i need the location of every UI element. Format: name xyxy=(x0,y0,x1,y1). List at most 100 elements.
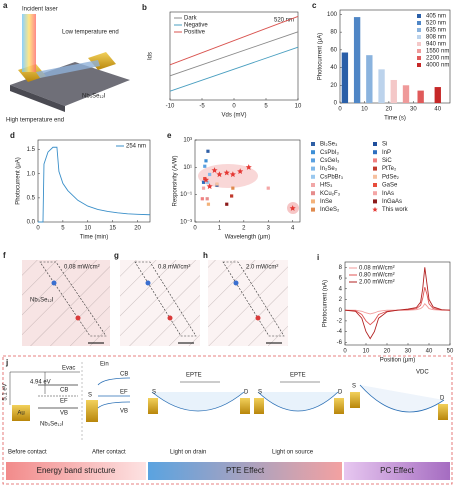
metal xyxy=(148,398,158,414)
legend-label: Positive xyxy=(184,30,206,36)
legend-swatch xyxy=(417,49,421,53)
point xyxy=(237,168,244,175)
legend-swatch xyxy=(417,63,421,67)
channel xyxy=(134,261,197,337)
panel-label: b xyxy=(142,3,147,12)
line xyxy=(169,31,299,77)
legend-label: In₂Se₃ xyxy=(320,166,338,172)
legend-swatch xyxy=(311,191,315,196)
x-tick-label: 10 xyxy=(84,226,91,232)
y-tick-label: 6 xyxy=(339,276,343,282)
x-tick-label: 40 xyxy=(426,349,433,355)
y-tick-label: 4 xyxy=(339,286,343,292)
legend-swatch xyxy=(311,183,315,187)
point xyxy=(201,186,206,190)
point xyxy=(230,194,234,198)
legend-swatch xyxy=(311,158,315,163)
map-stripes xyxy=(120,260,200,346)
line xyxy=(169,15,299,66)
level: VB xyxy=(120,409,128,415)
point xyxy=(215,182,219,186)
point xyxy=(223,169,230,176)
label: Nb₃Se₁₂I xyxy=(30,298,54,304)
level: 5.1 eV xyxy=(3,383,9,400)
x-tick-label: 40 xyxy=(434,107,441,113)
y-tick-label: 10¹ xyxy=(183,165,192,171)
legend-swatch xyxy=(417,56,421,60)
y-axis-label: Photocurrent (μA) xyxy=(318,33,324,80)
line xyxy=(344,267,451,340)
legend-swatch xyxy=(373,191,377,196)
legend-swatch xyxy=(373,183,377,187)
bar xyxy=(390,79,397,103)
level: 4.94 eV xyxy=(30,380,51,386)
bar xyxy=(417,90,424,103)
legend-label: InSe xyxy=(320,199,333,205)
y-tick-label: 0 xyxy=(339,308,343,314)
y-tick-label: 80 xyxy=(330,30,337,36)
x-axis-label: Wavelength (μm) xyxy=(225,235,271,241)
legend-label: 808 nm xyxy=(426,35,446,41)
panel-label: j xyxy=(5,358,8,367)
y-axis-label: Ids xyxy=(148,52,154,60)
label: After contact xyxy=(92,450,126,456)
label: Low temperature end xyxy=(62,30,119,36)
label: EPTE xyxy=(186,373,202,379)
map-stripes xyxy=(22,260,110,346)
spot xyxy=(145,280,151,286)
legend-label: 2.00 mW/cm² xyxy=(359,280,395,286)
band xyxy=(359,384,445,413)
bar xyxy=(434,87,441,103)
legend-label: SiC xyxy=(382,158,392,164)
y-tick-label: 10⁻¹ xyxy=(180,192,192,198)
point xyxy=(201,180,206,184)
legend-swatch xyxy=(311,199,315,204)
point xyxy=(203,164,207,168)
x-tick-label: 5 xyxy=(264,104,268,110)
frame xyxy=(2,355,453,485)
y-tick-label: 1.0 xyxy=(27,171,36,177)
label: D xyxy=(440,396,445,402)
panel-j: j 5.1 eV 4.94 eV Evac CB EF VB Au Nb₃Se₁… xyxy=(2,355,453,485)
x-tick-label: -10 xyxy=(166,104,175,110)
legend-label: InGaAs xyxy=(382,199,402,205)
map-stripes xyxy=(208,260,288,346)
label: D xyxy=(244,390,249,396)
label: Energy band structure xyxy=(37,466,116,475)
legend-label: InP xyxy=(382,150,391,156)
point xyxy=(225,202,229,206)
legend-swatch xyxy=(417,14,421,18)
legend-label: This work xyxy=(382,207,409,213)
y-tick-label: 0 xyxy=(334,101,338,107)
laser-beam xyxy=(22,14,36,72)
y-tick-label: 20 xyxy=(330,83,337,89)
substrate-side xyxy=(10,85,65,112)
label: Light on source xyxy=(272,450,314,456)
legend-label: GaSe xyxy=(382,183,398,189)
legend-label: CsPbBr₃ xyxy=(320,174,344,180)
legend-label: Si xyxy=(382,142,387,148)
point xyxy=(206,149,210,153)
bar xyxy=(6,462,146,480)
line xyxy=(345,303,450,315)
plot-frame xyxy=(37,139,151,223)
panel-label: a xyxy=(3,1,8,10)
legend-label: 0.08 mW/cm² xyxy=(359,266,395,272)
point xyxy=(231,186,235,190)
legend-swatch xyxy=(373,166,377,171)
bar xyxy=(366,55,373,103)
level: CB xyxy=(60,388,68,394)
y-axis-label: Photocurrent (μA) xyxy=(16,157,22,204)
metal xyxy=(254,398,264,414)
panel-label: g xyxy=(114,251,119,260)
y-tick-label: -4 xyxy=(337,329,343,335)
legend-label: InGeS₂ xyxy=(320,207,340,213)
label: Before contact xyxy=(8,450,47,456)
x-tick-label: 2 xyxy=(242,226,246,232)
panel-f: f 0.08 mW/cm² Nb₃Se₁₂I xyxy=(3,251,110,346)
label: S xyxy=(258,390,262,396)
point xyxy=(203,176,207,181)
point xyxy=(266,186,270,190)
legend-swatch xyxy=(373,158,377,163)
level: VB xyxy=(60,411,68,417)
